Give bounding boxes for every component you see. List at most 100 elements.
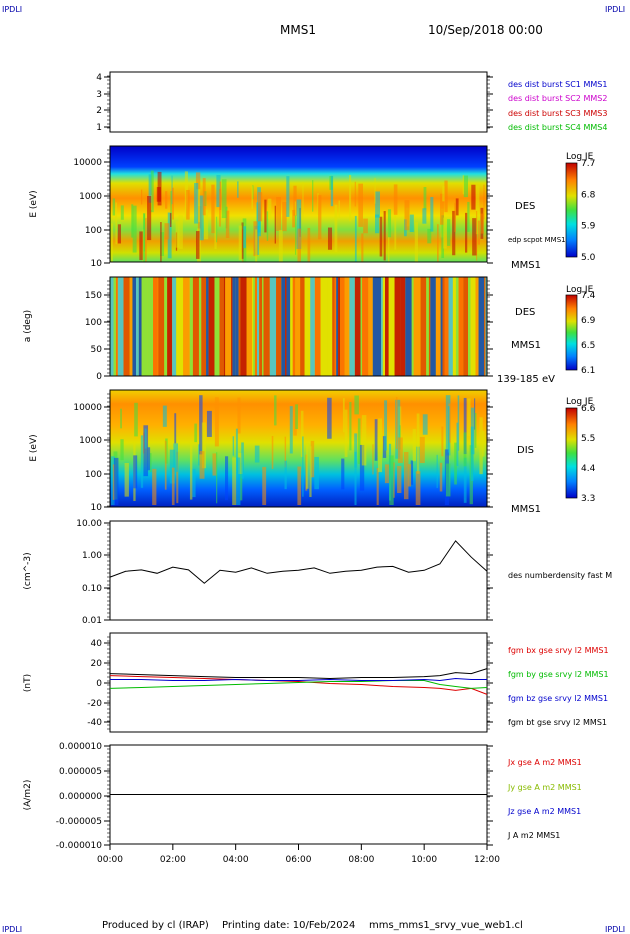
colorbar-tick-label: 6.6	[581, 404, 596, 414]
pitch-band	[484, 277, 486, 376]
spectrogram-streak	[476, 211, 478, 261]
spectrogram-streak	[195, 231, 200, 259]
pitch-band	[304, 277, 311, 376]
y-tick-label: 10000	[73, 158, 102, 168]
colorbar-tick-label: 6.1	[581, 366, 595, 376]
pitch-band	[467, 277, 471, 376]
pitch-band	[440, 277, 443, 376]
spectrogram-streak	[306, 443, 309, 489]
spectrogram-streak	[169, 449, 175, 484]
pitch-band	[344, 277, 349, 376]
legend-sc2: des dist burst SC2 MMS2	[508, 94, 607, 103]
spectrogram-streak	[456, 422, 459, 467]
spectrogram-streak	[206, 410, 212, 437]
pitch-band	[223, 277, 226, 376]
spectrogram-streak	[110, 223, 113, 262]
spectrogram-streak	[404, 200, 410, 231]
spectrogram-streak	[376, 468, 379, 505]
spectrogram-streak	[414, 222, 419, 262]
colorbar-tick-label: 6.9	[581, 316, 596, 326]
pitch-band	[117, 277, 124, 376]
pitch-band	[336, 277, 339, 376]
spectrogram-streak	[374, 177, 376, 204]
spectrogram-streak	[202, 178, 206, 216]
pitch-band	[254, 277, 258, 376]
pitch-band	[340, 277, 345, 376]
spectrogram-streak	[454, 202, 456, 232]
spectrogram-streak	[357, 418, 361, 464]
pitch-band	[115, 277, 118, 376]
spectrogram-streak	[394, 215, 397, 250]
pitch-band	[138, 277, 142, 376]
spectrogram-streak	[439, 462, 443, 492]
spectrogram-streak	[120, 408, 122, 429]
spectrogram-streak	[286, 176, 290, 217]
pitch-band	[290, 277, 293, 376]
pitch-band	[269, 277, 277, 376]
spectrogram-streak	[463, 175, 469, 198]
spectrogram-streak	[167, 212, 172, 259]
panel-des-energy: 10000 1000 100 10 E (eV) DES edp scpot MMS1…	[29, 145, 596, 271]
spectrogram-streak	[243, 226, 246, 249]
pitch-band	[428, 277, 431, 376]
pitch-band	[338, 277, 341, 376]
spectrogram-streak	[212, 453, 217, 476]
spectrogram-streak	[145, 218, 147, 262]
density-legend: des numberdensity fast M	[508, 571, 612, 580]
des-pitch-label-mms1: MMS1	[511, 340, 541, 351]
pitch-band	[172, 277, 177, 376]
panel-spacecraft: 4 3 2 1 des dist burst SC1 MMS1 des dist bu…	[96, 71, 607, 133]
spectrogram-streak	[295, 404, 299, 430]
spectrogram-streak	[397, 437, 403, 463]
des-pitch-colorbar	[565, 294, 578, 371]
spectrogram-streak	[310, 440, 315, 478]
des-energy-label-mms1: MMS1	[511, 260, 541, 271]
spectrogram-streak	[407, 464, 412, 487]
pitch-band	[208, 277, 215, 376]
spectrogram-streak	[284, 460, 287, 490]
spectrogram-streak	[317, 193, 319, 215]
spectrogram-streak	[427, 228, 432, 244]
y-tick-label: 1	[96, 123, 102, 133]
x-tick-label: 04:00	[223, 855, 249, 865]
colorbar-tick-label: 7.7	[581, 159, 595, 169]
spectrogram-streak	[349, 401, 352, 451]
pitch-band	[314, 277, 321, 376]
y-tick-label: 20	[91, 659, 103, 669]
spectrogram-streak	[436, 224, 439, 262]
spectrogram-streak	[143, 425, 149, 477]
spectrogram-streak	[300, 410, 304, 457]
spectrogram-streak	[358, 183, 364, 227]
pitch-band	[286, 277, 291, 376]
panel-dis-energy: 10000 1000 100 10 E (eV) DIS MMS1 Log JE 6.…	[29, 389, 596, 515]
spectrogram-streak	[232, 436, 235, 456]
des-pitch-label-range: 139-185 eV	[497, 374, 555, 385]
spectrogram-streak	[160, 222, 162, 262]
des-energy-ylabel: E (eV)	[29, 190, 39, 217]
pitch-band	[394, 277, 401, 376]
legend-sc4: des dist burst SC4 MMS4	[508, 123, 607, 132]
spectrogram-streak	[278, 229, 283, 262]
des-pitch-ylabel: a (deg)	[23, 310, 33, 342]
spectrogram-streak	[255, 229, 258, 262]
pitch-band	[240, 277, 247, 376]
pitch-band	[385, 277, 389, 376]
footer-credit: Produced by cl (IRAP)	[102, 920, 209, 931]
pitch-band	[262, 277, 264, 376]
des-pitch-colorbar-ticks: 7.4 6.9 6.5 6.1	[581, 291, 596, 376]
dis-energy-colorbar-ticks: 6.6 5.5 4.4 3.3	[581, 404, 596, 504]
spectrogram-streak	[113, 457, 119, 505]
pitch-band	[167, 277, 173, 376]
spectrogram-streak	[240, 462, 243, 501]
pitch-band	[430, 277, 436, 376]
panel-des-pitch-y-ticks: 150 100 50 0	[85, 280, 493, 382]
y-tick-label: -20	[87, 699, 102, 709]
spectrogram-streak	[264, 199, 267, 233]
pitch-band	[475, 277, 479, 376]
panel-current-density: 0.000010 0.000005 0.000000 -0.000005 -0.0000…	[23, 742, 582, 851]
spectrogram-streak	[214, 217, 217, 250]
y-tick-label: 1000	[79, 192, 102, 202]
spectrogram-streak	[344, 409, 348, 458]
spectrogram-streak	[134, 402, 138, 437]
colorbar-tick-label: 5.0	[581, 253, 596, 263]
